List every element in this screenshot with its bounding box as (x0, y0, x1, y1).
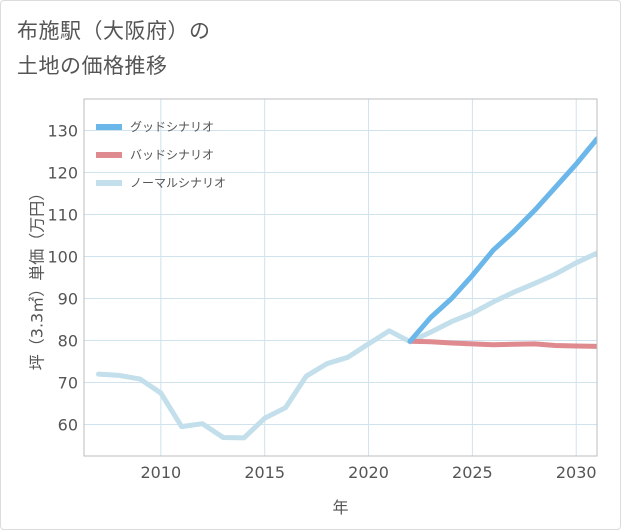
series-line-0 (407, 136, 597, 344)
y-tick-label: 70 (58, 374, 78, 393)
y-tick-label: 120 (47, 164, 78, 183)
x-tick-label: 2010 (140, 463, 181, 482)
y-tick-label: 110 (47, 206, 78, 225)
x-tick-label: 2030 (556, 463, 597, 482)
chart-title-line-1: 布施駅（大阪府）の (17, 19, 211, 43)
chart-title: 布施駅（大阪府）の 土地の価格推移 (17, 14, 211, 84)
y-tick-label: 80 (58, 332, 78, 351)
legend-label: ノーマルシナリオ (130, 176, 226, 190)
plot-area-border (83, 98, 598, 457)
x-tick-label: 2025 (452, 463, 493, 482)
x-tick-label: 2020 (348, 463, 389, 482)
series-lines (96, 136, 597, 441)
y-tick-label: 90 (58, 290, 78, 309)
y-axis-label: 坪（3.3㎡）単価（万円） (28, 185, 47, 370)
x-axis-label: 年 (332, 498, 348, 517)
y-tick-label: 100 (47, 248, 78, 267)
chart-title-line-2: 土地の価格推移 (17, 54, 168, 78)
y-tick-label: 130 (47, 122, 78, 141)
y-tick-label: 60 (58, 416, 78, 435)
legend-label: グッドシナリオ (130, 120, 214, 134)
series-line-1 (407, 338, 597, 349)
series-line-2 (96, 250, 597, 441)
legend-label: バッドシナリオ (130, 148, 214, 162)
axis-ticks: 2010 2015 2020 2025 2030 60 70 80 90 100 110 120 130 (47, 122, 596, 483)
x-tick-label: 2015 (244, 463, 285, 482)
